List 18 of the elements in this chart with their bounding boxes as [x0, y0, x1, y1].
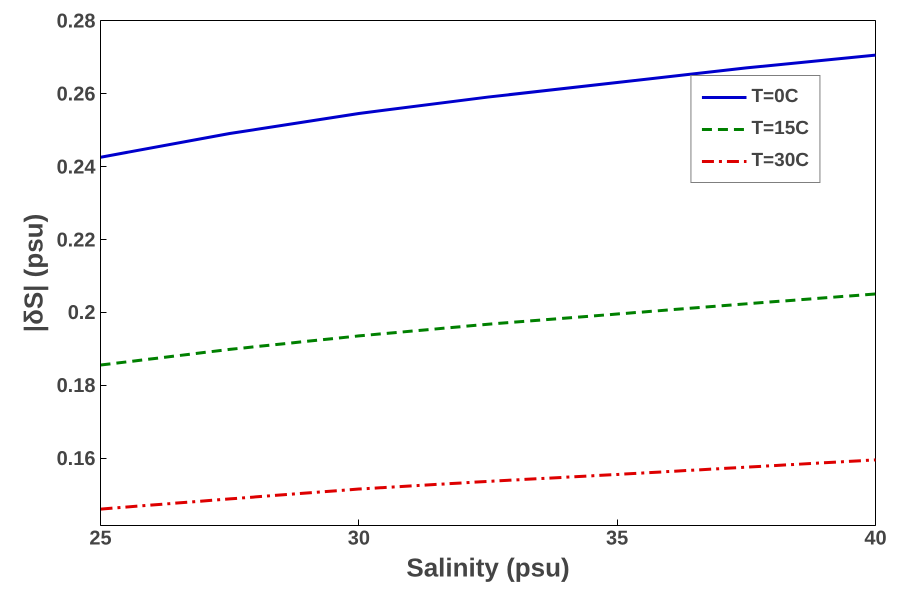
x-tick-label: 40	[864, 528, 887, 550]
line-series	[100, 458, 876, 511]
x-tick-label: 25	[89, 528, 112, 550]
y-tick-label: 0.24	[56, 156, 96, 178]
y-tick-label: 0.2	[68, 302, 96, 324]
x-axis-title: Salinity (psu)	[406, 552, 570, 582]
line-series	[100, 292, 876, 367]
y-axis-title: |δS| (psu)	[18, 214, 49, 332]
y-tick-label: 0.26	[56, 83, 96, 106]
y-tick-label: 0.18	[56, 375, 96, 398]
legend-label: T=0C	[751, 86, 798, 108]
x-tick-label: 35	[606, 528, 628, 550]
y-tick-label: 0.16	[56, 448, 96, 470]
y-tick-label: 0.28	[56, 10, 96, 32]
legend-label: T=30C	[751, 150, 809, 172]
legend-label: T=15C	[751, 118, 809, 140]
x-tick-label: 30	[348, 528, 370, 550]
y-tick-label: 0.22	[56, 229, 96, 252]
